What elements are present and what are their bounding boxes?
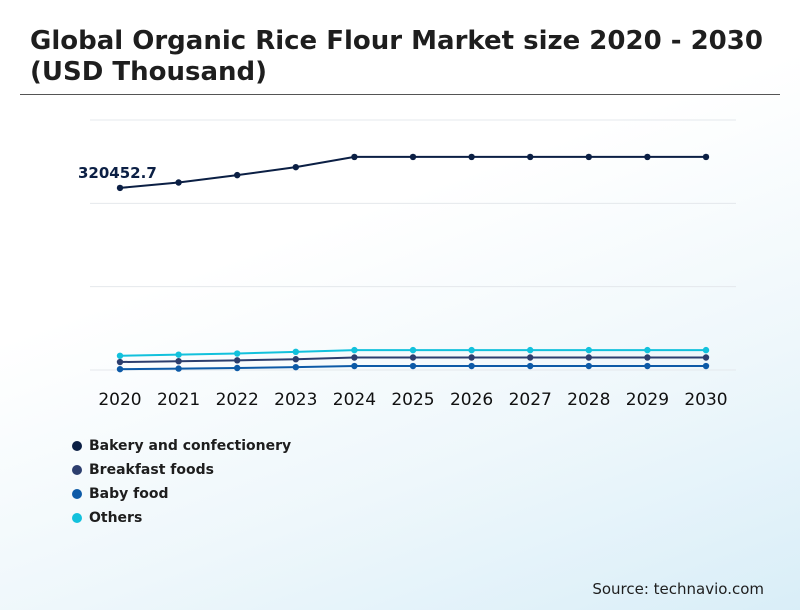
- data-point: [116, 352, 124, 359]
- data-point: [116, 358, 124, 366]
- legend-dot-icon: [72, 441, 82, 451]
- data-point: [527, 354, 534, 361]
- legend-dot-icon: [72, 465, 82, 475]
- data-point: [234, 350, 241, 357]
- data-point: [351, 354, 358, 361]
- x-tick-label: 2023: [274, 390, 317, 410]
- legend-label: Others: [89, 510, 143, 526]
- data-point: [468, 362, 475, 370]
- data-point: [585, 362, 592, 370]
- data-point: [702, 346, 710, 354]
- data-point: [351, 153, 358, 161]
- x-tick-label: 2021: [157, 390, 200, 410]
- data-point: [702, 354, 710, 361]
- legend-label: Bakery and confectionery: [89, 438, 292, 454]
- x-tick-label: 2027: [509, 390, 552, 410]
- x-tick-label: 2030: [684, 390, 727, 410]
- data-point: [585, 346, 592, 354]
- data-point: [292, 363, 299, 371]
- data-point: [175, 179, 182, 186]
- x-tick-label: 2022: [216, 390, 259, 410]
- data-point: [644, 362, 651, 370]
- data-point: [409, 362, 417, 370]
- data-point: [116, 365, 124, 373]
- x-tick-label: 2024: [333, 390, 376, 410]
- data-point: [585, 153, 592, 161]
- x-tick-label: 2029: [626, 390, 669, 410]
- data-point: [468, 346, 475, 354]
- data-point: [175, 351, 182, 358]
- data-point: [527, 153, 534, 161]
- data-point: [585, 354, 592, 361]
- data-point: [175, 365, 182, 372]
- legend-dot-icon: [72, 489, 82, 499]
- chart-title: Global Organic Rice Flour Market size 20…: [30, 26, 763, 87]
- data-point: [702, 153, 710, 161]
- x-tick-label: 2020: [98, 390, 141, 410]
- source-text: Source: technavio.com: [592, 580, 764, 598]
- data-point: [644, 346, 651, 354]
- legend-label: Breakfast foods: [89, 462, 214, 478]
- data-point: [409, 346, 417, 354]
- data-point: [527, 346, 534, 354]
- data-point: [468, 153, 475, 161]
- legend-item: Baby food: [72, 482, 291, 506]
- legend-label: Baby food: [89, 486, 169, 502]
- data-point: [116, 184, 124, 192]
- data-point: [409, 153, 417, 161]
- data-point: [702, 362, 710, 370]
- data-point: [175, 357, 182, 365]
- data-point: [351, 346, 358, 354]
- x-tick-label: 2026: [450, 390, 493, 410]
- legend-item: Bakery and confectionery: [72, 434, 291, 458]
- data-point: [527, 362, 534, 370]
- data-point: [644, 354, 651, 361]
- legend-item: Breakfast foods: [72, 458, 291, 482]
- x-tick-label: 2025: [391, 390, 434, 410]
- data-point: [292, 348, 299, 356]
- series-line-bakery-and-confectionery: [119, 155, 706, 189]
- data-label: 320452.7: [78, 164, 157, 182]
- title-divider: [20, 94, 780, 95]
- data-point: [351, 362, 358, 370]
- x-tick-label: 2028: [567, 390, 610, 410]
- data-point: [234, 171, 241, 179]
- legend-item: Others: [72, 506, 291, 530]
- data-point: [292, 356, 299, 363]
- data-point: [468, 354, 475, 361]
- data-point: [292, 163, 299, 171]
- data-point: [644, 153, 651, 161]
- legend-dot-icon: [72, 513, 82, 523]
- data-point: [234, 364, 241, 372]
- legend: Bakery and confectionery Breakfast foods B…: [72, 434, 291, 530]
- data-point: [409, 354, 417, 361]
- data-point: [234, 357, 241, 364]
